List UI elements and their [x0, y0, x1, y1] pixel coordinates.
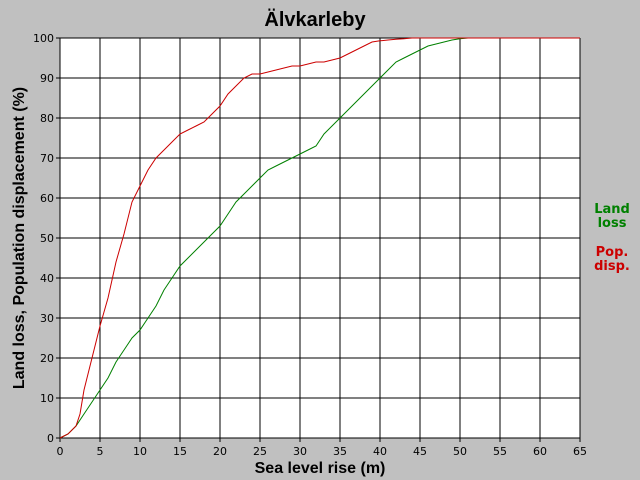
x-tick-label: 30 — [293, 445, 307, 458]
legend-pop-disp: Pop. disp. — [582, 246, 640, 274]
y-tick-label: 80 — [40, 112, 54, 125]
legend-pop-disp-line1: Pop. — [595, 245, 629, 260]
x-axis-label: Sea level rise (m) — [255, 460, 386, 477]
y-tick-label: 60 — [40, 192, 54, 205]
series-line-land-loss — [59, 37, 580, 439]
grid — [59, 37, 581, 439]
legend-land-loss-line2: loss — [597, 216, 627, 231]
x-tick-label: 15 — [173, 445, 187, 458]
legend-land-loss: Land loss — [582, 203, 640, 231]
x-tick-label: 50 — [453, 445, 467, 458]
y-tick-label: 10 — [40, 392, 54, 405]
x-tick-label: 45 — [413, 445, 427, 458]
y-tick-label: 0 — [47, 432, 54, 445]
y-axis-label: Land loss, Population displacement (%) — [11, 87, 28, 389]
y-tick-label: 90 — [40, 72, 54, 85]
series-line-pop-disp — [59, 37, 580, 439]
y-tick-label: 70 — [40, 152, 54, 165]
series-lines — [59, 37, 580, 439]
legend-land-loss-line1: Land — [594, 202, 630, 217]
x-tick-label: 35 — [333, 445, 347, 458]
x-tick-label: 40 — [373, 445, 387, 458]
x-tick-label: 5 — [97, 445, 104, 458]
x-tick-label: 20 — [213, 445, 227, 458]
y-axis-ticks: 0 10 20 30 40 50 60 70 80 90 100 — [33, 32, 60, 445]
x-axis-ticks: 0 5 10 15 20 25 30 35 40 45 50 55 60 65 — [57, 438, 587, 458]
x-tick-label: 10 — [133, 445, 147, 458]
chart-title: Älvkarleby — [264, 8, 366, 31]
x-tick-label: 0 — [57, 445, 64, 458]
legend-pop-disp-line2: disp. — [594, 259, 630, 274]
y-tick-label: 100 — [33, 32, 54, 45]
x-tick-label: 65 — [573, 445, 587, 458]
y-tick-label: 20 — [40, 352, 54, 365]
x-tick-label: 55 — [493, 445, 507, 458]
x-tick-label: 60 — [533, 445, 547, 458]
x-tick-label: 25 — [253, 445, 267, 458]
y-tick-label: 50 — [40, 232, 54, 245]
y-tick-label: 40 — [40, 272, 54, 285]
y-tick-label: 30 — [40, 312, 54, 325]
